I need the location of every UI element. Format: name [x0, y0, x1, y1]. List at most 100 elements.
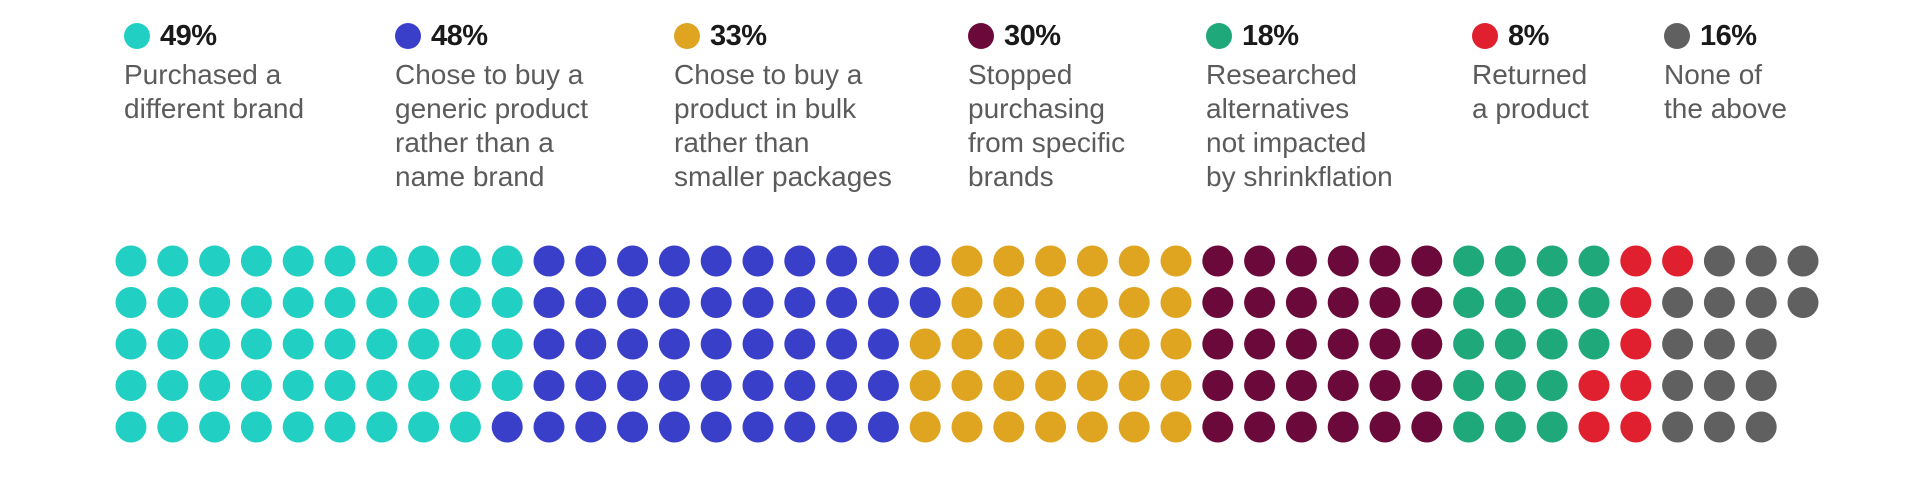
- dot-series-1: [784, 370, 816, 401]
- dot-series-1: [658, 328, 690, 360]
- legend-swatch-researched-alternatives: [1206, 23, 1232, 49]
- dot-series-2: [993, 328, 1025, 360]
- dot-series-1: [784, 287, 816, 318]
- dot-series-1: [533, 287, 565, 318]
- legend-swatch-purchased-different-brand: [124, 23, 150, 49]
- dot-series-6: [1703, 328, 1735, 360]
- dot-series-2: [1160, 245, 1192, 277]
- dot-series-1: [826, 370, 858, 401]
- dot-series-2: [1076, 287, 1108, 318]
- dot-series-0: [282, 287, 314, 318]
- dot-series-3: [1369, 411, 1401, 443]
- dot-series-2: [1076, 245, 1108, 277]
- dot-series-0: [240, 245, 272, 277]
- dot-series-2: [1160, 411, 1192, 443]
- dot-series-3: [1327, 245, 1359, 277]
- dot-series-3: [1411, 328, 1443, 360]
- dot-series-3: [1285, 370, 1317, 401]
- dot-series-3: [1244, 287, 1276, 318]
- dot-series-4: [1578, 245, 1610, 277]
- dot-series-1: [784, 411, 816, 443]
- dot-series-0: [199, 411, 231, 443]
- dot-series-6: [1703, 287, 1735, 318]
- dot-series-5: [1620, 370, 1652, 401]
- dot-series-3: [1285, 328, 1317, 360]
- legend-value-researched-alternatives: 18%: [1242, 19, 1299, 52]
- dot-series-5: [1620, 287, 1652, 318]
- dot-series-2: [1160, 328, 1192, 360]
- dot-series-0: [282, 411, 314, 443]
- dot-series-1: [784, 245, 816, 277]
- dot-series-0: [115, 245, 147, 277]
- dot-series-6: [1703, 411, 1735, 443]
- dot-series-2: [1118, 328, 1150, 360]
- dot-series-5: [1620, 328, 1652, 360]
- dot-series-5: [1620, 245, 1652, 277]
- dot-series-4: [1536, 411, 1568, 443]
- dot-series-0: [282, 370, 314, 401]
- dot-series-0: [324, 287, 356, 318]
- dot-series-3: [1411, 287, 1443, 318]
- dot-series-0: [408, 328, 440, 360]
- legend-label-returned-product: Returned a product: [1472, 59, 1589, 124]
- dot-series-3: [1369, 287, 1401, 318]
- dot-series-1: [867, 328, 899, 360]
- dot-series-0: [366, 245, 398, 277]
- dot-series-0: [366, 411, 398, 443]
- dot-series-1: [658, 245, 690, 277]
- legend-value-returned-product: 8%: [1508, 19, 1549, 52]
- dot-series-6: [1662, 328, 1694, 360]
- dot-series-2: [1076, 411, 1108, 443]
- dot-series-5: [1662, 245, 1694, 277]
- dot-series-2: [1076, 370, 1108, 401]
- dot-series-6: [1703, 370, 1735, 401]
- dot-series-6: [1662, 370, 1694, 401]
- dot-series-4: [1453, 245, 1485, 277]
- dot-series-3: [1369, 245, 1401, 277]
- dot-series-3: [1244, 328, 1276, 360]
- dot-series-4: [1494, 328, 1526, 360]
- dot-series-0: [491, 370, 523, 401]
- dot-series-2: [1118, 370, 1150, 401]
- dot-series-3: [1411, 370, 1443, 401]
- dot-series-0: [408, 245, 440, 277]
- dot-series-1: [700, 411, 732, 443]
- legend-item-purchased-different-brand: 49% Purchased a different brand: [124, 18, 304, 126]
- dot-series-2: [1035, 287, 1067, 318]
- dot-series-2: [1035, 370, 1067, 401]
- dot-series-4: [1453, 287, 1485, 318]
- dot-series-1: [575, 328, 607, 360]
- dot-series-1: [742, 245, 774, 277]
- dot-series-2: [951, 287, 983, 318]
- dot-series-3: [1202, 328, 1234, 360]
- dot-series-0: [324, 245, 356, 277]
- dot-series-0: [449, 411, 481, 443]
- dot-series-1: [575, 370, 607, 401]
- dot-series-3: [1285, 287, 1317, 318]
- dot-series-1: [784, 328, 816, 360]
- dot-series-6: [1787, 245, 1819, 277]
- dot-series-1: [867, 287, 899, 318]
- legend-item-generic-product: 48% Chose to buy a generic product rathe…: [395, 18, 588, 194]
- dot-series-3: [1369, 328, 1401, 360]
- dot-series-3: [1202, 245, 1234, 277]
- dot-series-4: [1453, 411, 1485, 443]
- legend-label-researched-alternatives: Researched alternatives not impacted by …: [1206, 59, 1393, 192]
- dot-series-0: [115, 328, 147, 360]
- dot-series-1: [826, 411, 858, 443]
- dot-series-0: [157, 328, 189, 360]
- dot-series-0: [115, 411, 147, 443]
- legend-swatch-stopped-purchasing: [968, 23, 994, 49]
- legend-swatch-generic-product: [395, 23, 421, 49]
- dot-series-6: [1662, 411, 1694, 443]
- dot-series-4: [1494, 411, 1526, 443]
- dot-series-0: [449, 287, 481, 318]
- dot-series-1: [533, 370, 565, 401]
- dot-series-1: [909, 287, 941, 318]
- dot-series-4: [1494, 370, 1526, 401]
- legend-item-none-of-the-above: 16% None of the above: [1664, 18, 1787, 126]
- dot-series-1: [742, 370, 774, 401]
- dot-series-2: [951, 328, 983, 360]
- dot-series-1: [575, 411, 607, 443]
- dot-series-1: [533, 411, 565, 443]
